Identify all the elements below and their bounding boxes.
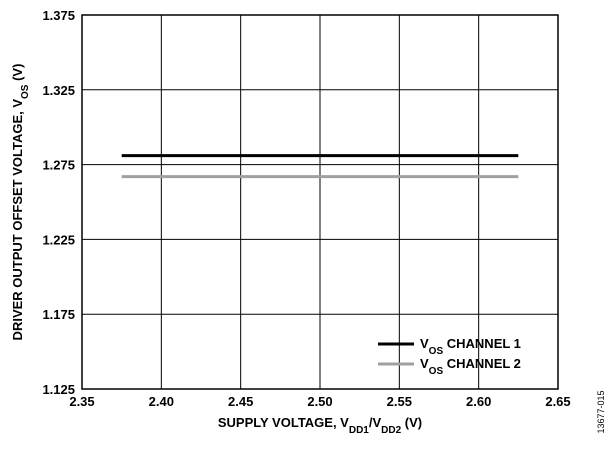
grid-lines <box>81 14 559 390</box>
y-tick-label: 1.325 <box>42 83 75 98</box>
x-tick-label: 2.60 <box>466 394 491 409</box>
plot-frame <box>81 14 559 390</box>
x-tick-label: 2.40 <box>149 394 174 409</box>
legend-label-channel-1: VOS CHANNEL 1 <box>420 336 521 357</box>
y-axis-label: DRIVER OUTPUT OFFSET VOLTAGE, VOS (V) <box>10 64 31 341</box>
series-layer <box>121 154 519 179</box>
y-tick-label: 1.175 <box>42 307 75 322</box>
y-tick-labels: 1.125 1.175 1.225 1.275 1.325 1.375 <box>42 8 75 397</box>
y-tick-label: 1.375 <box>42 8 75 23</box>
x-tick-label: 2.45 <box>228 394 253 409</box>
x-tick-label: 2.50 <box>307 394 332 409</box>
figure-id: 13677-015 <box>596 390 606 433</box>
y-tick-label: 1.225 <box>42 232 75 247</box>
x-tick-label: 2.65 <box>545 394 570 409</box>
x-tick-labels: 2.35 2.40 2.45 2.50 2.55 2.60 2.65 <box>69 394 570 409</box>
y-tick-label: 1.125 <box>42 382 75 397</box>
x-tick-label: 2.35 <box>69 394 94 409</box>
x-tick-label: 2.55 <box>387 394 412 409</box>
y-tick-label: 1.275 <box>42 158 75 173</box>
legend: VOS CHANNEL 1 VOS CHANNEL 2 <box>378 336 521 377</box>
legend-label-channel-2: VOS CHANNEL 2 <box>420 356 521 377</box>
x-axis-label: SUPPLY VOLTAGE, VDD1/VDD2 (V) <box>218 415 422 436</box>
